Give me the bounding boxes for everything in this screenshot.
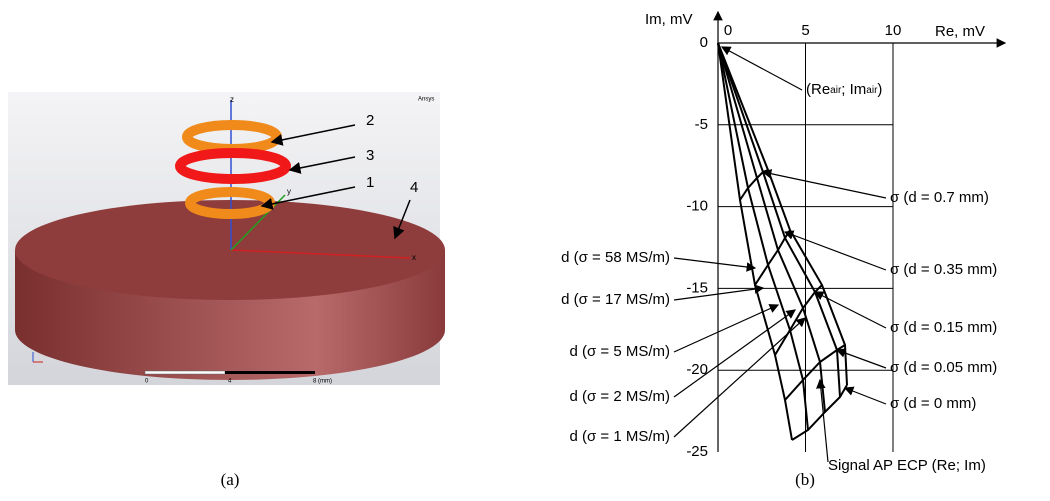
x-tick-label: 0 bbox=[724, 22, 732, 39]
axis-label: z bbox=[230, 95, 234, 104]
leader bbox=[674, 258, 755, 268]
sigma-label: σ (d = 0.05 mm) bbox=[890, 359, 997, 376]
d-curve bbox=[718, 43, 792, 440]
d-label: d (σ = 17 MS/m) bbox=[561, 291, 670, 308]
y-tick-label: -25 bbox=[686, 443, 708, 460]
brand: Ansys bbox=[418, 97, 434, 103]
d-label: d (σ = 1 MS/m) bbox=[569, 428, 670, 445]
d-label: d (σ = 2 MS/m) bbox=[569, 388, 670, 405]
leader bbox=[837, 350, 886, 368]
y-tick-label: 0 bbox=[700, 34, 708, 51]
y-tick-label: -10 bbox=[686, 198, 708, 215]
d-label: d (σ = 5 MS/m) bbox=[569, 343, 670, 360]
sigma-curve bbox=[792, 385, 847, 440]
scale-label: 8 (mm) bbox=[313, 379, 332, 385]
y-tick-label: -15 bbox=[686, 279, 708, 296]
figure: z y x Ansys 0 4 8 (mm) 2 3 1 4 (a) (b) I… bbox=[0, 0, 1050, 496]
x-axis-label: Re, mV bbox=[935, 23, 985, 40]
render bbox=[8, 92, 445, 385]
callout: 1 bbox=[366, 174, 374, 191]
sigma-label: σ (d = 0.15 mm) bbox=[890, 319, 997, 336]
d-label: d (σ = 58 MS/m) bbox=[561, 249, 670, 266]
axis-label: x bbox=[412, 253, 416, 262]
sigma-label: σ (d = 0 mm) bbox=[890, 395, 976, 412]
leader bbox=[763, 172, 886, 198]
nomogram bbox=[718, 43, 847, 440]
callout: 2 bbox=[366, 112, 374, 129]
sigma-label: σ (d = 0.7 mm) bbox=[890, 189, 989, 206]
leader bbox=[845, 388, 886, 404]
y-tick-label: -5 bbox=[695, 116, 708, 133]
leader bbox=[674, 305, 778, 352]
callout: 4 bbox=[410, 179, 418, 196]
axis-label: y bbox=[287, 187, 291, 196]
x-tick-label: 5 bbox=[801, 22, 809, 39]
d-curve bbox=[718, 43, 825, 412]
y-axis-label: Im, mV bbox=[645, 11, 693, 28]
sigma-curve bbox=[785, 345, 845, 400]
caption: (b) bbox=[795, 470, 815, 489]
caption: (a) bbox=[221, 470, 240, 489]
page: z y x Ansys 0 4 8 (mm) 2 3 1 4 (a) (b) I… bbox=[0, 0, 1050, 501]
signal-label: Signal AP ECP (Re; Im) bbox=[828, 457, 986, 474]
sigma-label: σ (d = 0.35 mm) bbox=[890, 261, 997, 278]
air-label: (Reair; Imair) bbox=[806, 81, 882, 98]
callout: 3 bbox=[366, 147, 374, 164]
x-tick-label: 10 bbox=[885, 22, 902, 39]
